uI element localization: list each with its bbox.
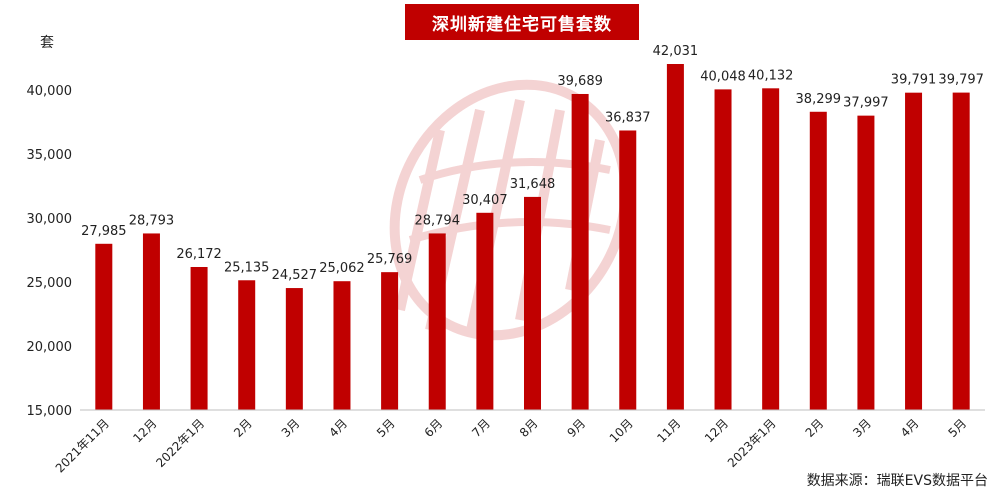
bar bbox=[952, 92, 970, 411]
y-axis: 15,000 20,000 25,000 30,000 35,000 40,000 bbox=[27, 84, 73, 419]
x-tick-label: 8月 bbox=[517, 416, 541, 440]
bar-value-label: 30,407 bbox=[462, 193, 508, 208]
y-tick-label: 30,000 bbox=[27, 212, 73, 227]
y-axis-unit-label: 套 bbox=[40, 35, 54, 51]
bars-group bbox=[95, 64, 970, 411]
x-tick-label: 3月 bbox=[850, 416, 874, 440]
x-tick-label: 2月 bbox=[803, 416, 827, 440]
bar-value-label: 36,837 bbox=[605, 110, 651, 125]
bar bbox=[571, 93, 589, 410]
bar-value-label: 24,527 bbox=[272, 268, 318, 283]
bar-value-label: 42,031 bbox=[653, 44, 699, 59]
bar-value-label: 37,997 bbox=[843, 96, 889, 111]
x-tick-label: 11月 bbox=[654, 416, 683, 445]
bar bbox=[95, 243, 113, 410]
y-tick-label: 15,000 bbox=[27, 404, 73, 419]
bar-value-label: 39,797 bbox=[938, 73, 984, 88]
bar-value-label: 27,985 bbox=[81, 224, 127, 239]
x-tick-label: 7月 bbox=[469, 416, 493, 440]
x-tick-label: 2021年11月 bbox=[53, 416, 112, 475]
bar bbox=[190, 266, 208, 410]
bar bbox=[285, 288, 303, 410]
x-tick-label: 2月 bbox=[231, 416, 255, 440]
y-tick-label: 25,000 bbox=[27, 276, 73, 291]
bar bbox=[905, 92, 923, 410]
bar bbox=[238, 280, 256, 410]
bar bbox=[142, 233, 160, 410]
bar-value-label: 39,689 bbox=[557, 74, 603, 89]
bar-value-label: 28,793 bbox=[129, 213, 175, 228]
x-tick-label: 2023年1月 bbox=[725, 416, 779, 470]
chart-title: 深圳新建住宅可售套数 bbox=[405, 4, 639, 40]
x-tick-label: 3月 bbox=[279, 416, 303, 440]
source-note: 数据来源：瑞联EVS数据平台 bbox=[806, 473, 988, 489]
bar-value-label: 28,794 bbox=[414, 213, 460, 228]
x-tick-label: 12月 bbox=[130, 416, 159, 445]
bar bbox=[476, 212, 494, 410]
y-tick-label: 40,000 bbox=[27, 84, 73, 99]
x-tick-label: 4月 bbox=[326, 416, 350, 440]
bar bbox=[666, 64, 684, 410]
bar bbox=[857, 115, 875, 410]
bar bbox=[762, 88, 780, 411]
bar bbox=[619, 130, 637, 411]
x-tick-label: 6月 bbox=[422, 416, 446, 440]
x-tick-label: 9月 bbox=[564, 416, 588, 440]
x-tick-label: 4月 bbox=[898, 416, 922, 440]
bar-value-label: 39,791 bbox=[891, 73, 937, 88]
bar bbox=[381, 272, 399, 410]
bar-value-label: 25,062 bbox=[319, 261, 365, 276]
bar bbox=[714, 89, 732, 411]
bar-value-label: 40,048 bbox=[700, 69, 746, 84]
y-tick-label: 20,000 bbox=[27, 340, 73, 355]
x-tick-label: 12月 bbox=[702, 416, 731, 445]
bar-value-label: 25,769 bbox=[367, 252, 413, 267]
bar bbox=[333, 281, 351, 410]
bar-value-label: 31,648 bbox=[510, 177, 556, 192]
bar bbox=[524, 196, 541, 410]
bar-value-label: 40,132 bbox=[748, 68, 794, 83]
y-tick-label: 35,000 bbox=[27, 148, 73, 163]
x-tick-label: 5月 bbox=[946, 416, 970, 440]
x-tick-label: 2022年1月 bbox=[153, 416, 207, 470]
x-tick-label: 5月 bbox=[374, 416, 398, 440]
bar-value-label: 25,135 bbox=[224, 260, 270, 275]
bar-value-label: 38,299 bbox=[796, 92, 842, 107]
bar-value-label: 26,172 bbox=[176, 247, 222, 262]
bar bbox=[809, 111, 827, 410]
x-tick-label: 10月 bbox=[607, 416, 636, 445]
bar bbox=[428, 233, 446, 410]
